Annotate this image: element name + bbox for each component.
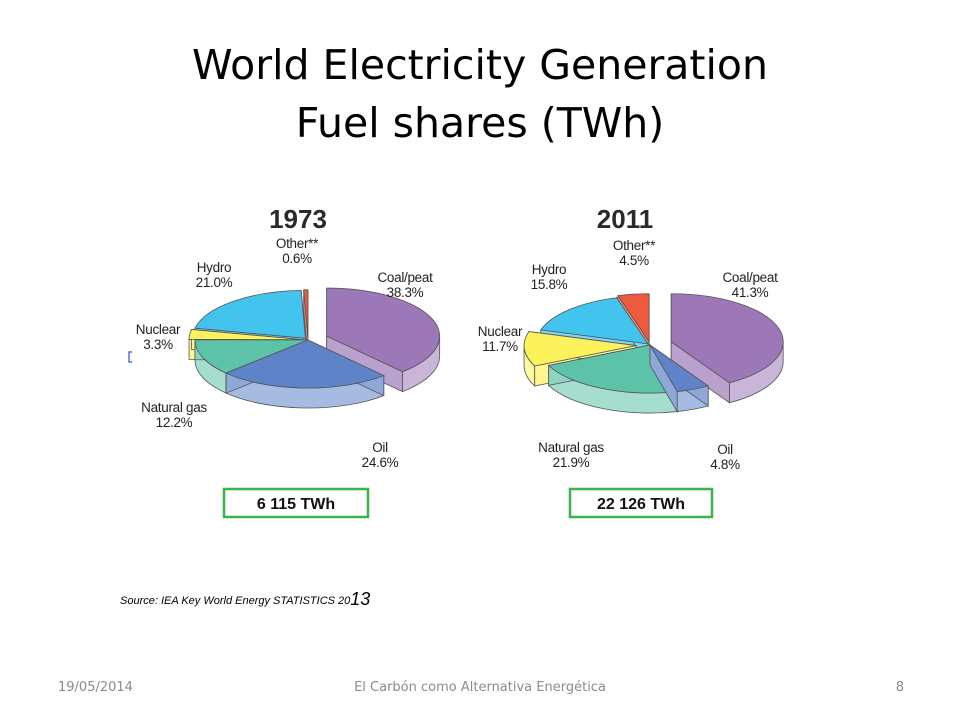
slide-title: World Electricity Generation Fuel shares… — [0, 36, 960, 152]
pie-chart-1973: 1973 Coal/peat 38.3% Oil 24.6% Natural gas 12.… — [128, 204, 441, 519]
pie-slice-top — [188, 329, 303, 341]
pie-chart-2011: 2011 Coal/peat 41.3% Oil 4.8% Natural gas 21.9… — [478, 204, 784, 519]
pie-slice-top — [617, 293, 650, 344]
pie-slice-top — [523, 331, 637, 367]
total-label: 22 126 TWh — [597, 496, 685, 513]
pie-label-hydro: Hydro 15.8% — [531, 262, 568, 292]
pie-label-other: Other** 0.6% — [276, 236, 319, 266]
pie-slice-top — [194, 289, 306, 339]
pie-label-natural-gas: Natural gas 12.2% — [141, 400, 207, 430]
pie-label-nuclear: Nuclear 11.7% — [478, 324, 523, 354]
total-box: 22 126 TWh — [568, 487, 714, 519]
pie-label-oil: Oil 4.8% — [710, 442, 740, 472]
footer-title: El Carbón como Alternativa Energética — [354, 680, 606, 695]
pie-slice-top — [303, 289, 309, 338]
stray-bracket-mark — [128, 351, 132, 363]
page-number: 8 — [895, 680, 904, 695]
pie-slice-coal-peat — [670, 293, 784, 404]
pie-label-oil: Oil 24.6% — [362, 440, 399, 470]
pie-label-hydro: Hydro 21.0% — [196, 260, 233, 290]
source-note: Source: IEA Key World Energy STATISTICS … — [120, 588, 370, 609]
footer-date: 19/05/2014 — [58, 680, 133, 695]
pie-year-label: 1973 — [269, 204, 327, 234]
title-line-2: Fuel shares (TWh) — [295, 99, 665, 147]
pie-slice-top — [326, 287, 441, 373]
pie-label-nuclear: Nuclear 3.3% — [136, 322, 181, 352]
source-text: Source: IEA Key World Energy STATISTICS … — [120, 595, 351, 607]
title-line-1: World Electricity Generation — [192, 41, 768, 89]
pie-slice-top — [670, 293, 784, 384]
source-year-suffix: 13 — [350, 589, 371, 609]
pie-slice-oil — [225, 339, 385, 409]
total-box: 6 115 TWh — [222, 487, 370, 519]
pie-year-label: 2011 — [597, 204, 653, 234]
pie-label-coal-peat: Coal/peat 38.3% — [377, 270, 433, 300]
pie-slice-top — [649, 344, 710, 392]
pie-slice-top — [547, 344, 678, 394]
pie-label-other: Other** 4.5% — [613, 238, 656, 268]
pie-slice-top — [194, 339, 309, 374]
total-label: 6 115 TWh — [257, 496, 335, 513]
pie-label-coal-peat: Coal/peat 41.3% — [722, 270, 778, 300]
pie-slice-oil — [649, 343, 710, 414]
pie-slice-top — [225, 339, 385, 389]
pie-label-natural-gas: Natural gas 21.9% — [538, 440, 604, 470]
pie-slice-top — [540, 297, 649, 345]
